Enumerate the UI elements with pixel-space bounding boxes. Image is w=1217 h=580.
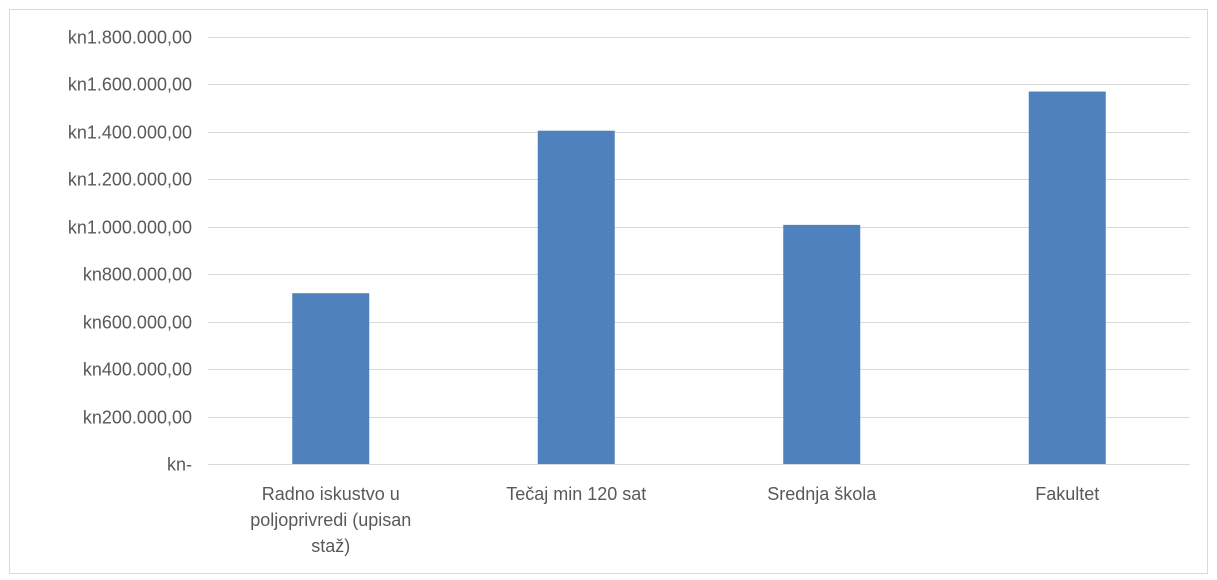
y-tick-label: kn200.000,00 <box>83 408 192 428</box>
y-tick-label: kn400.000,00 <box>83 360 192 380</box>
x-category-label: Tečaj min 120 sat <box>506 484 646 504</box>
x-category-label: Srednja škola <box>767 484 877 504</box>
bar <box>537 130 615 465</box>
bars <box>292 91 1106 465</box>
y-tick-label: kn1.200.000,00 <box>68 170 192 190</box>
gridlines <box>208 37 1190 465</box>
x-category-label: Radno iskustvo u <box>262 484 400 504</box>
x-axis-category-labels: Radno iskustvo u poljoprivredi (upisan sta… <box>250 484 1099 556</box>
y-tick-label: kn- <box>167 455 192 475</box>
y-tick-label: kn800.000,00 <box>83 265 192 285</box>
y-tick-label: kn1.000.000,00 <box>68 218 192 238</box>
y-axis-tick-labels: kn-kn200.000,00 kn400.000,00 kn600.000,00 k… <box>68 28 192 475</box>
y-tick-label: kn1.800.000,00 <box>68 28 192 48</box>
bar <box>292 293 370 464</box>
y-tick-label: kn600.000,00 <box>83 313 192 333</box>
y-tick-label: kn1.600.000,00 <box>68 75 192 95</box>
x-category-label: poljoprivredi (upisan <box>250 510 411 530</box>
bar <box>1028 91 1106 465</box>
x-category-label: staž) <box>311 536 350 556</box>
y-tick-label: kn1.400.000,00 <box>68 123 192 143</box>
x-category-label: Fakultet <box>1035 484 1099 504</box>
bar <box>783 224 861 464</box>
